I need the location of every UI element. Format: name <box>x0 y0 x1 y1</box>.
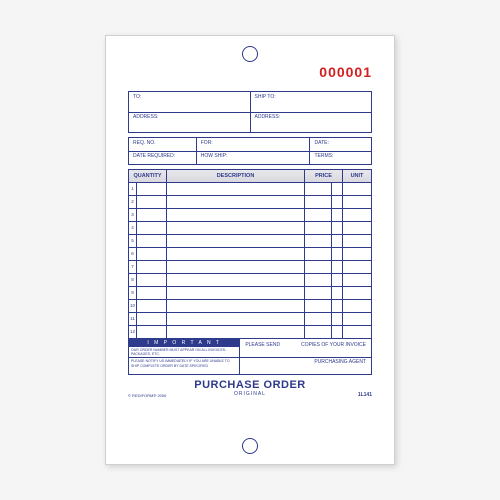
table-header: Quantity Description Price Unit <box>129 170 371 183</box>
address-label-2: ADDRESS: <box>253 113 283 121</box>
footer-left: I M P O R T A N T OUR ORDER NUMBER MUST … <box>129 339 240 374</box>
for-label: FOR: <box>199 139 215 147</box>
line-items-table: Quantity Description Price Unit 12345678… <box>128 169 372 339</box>
date-required-label: DATE REQUIRED: <box>131 152 177 160</box>
table-row[interactable]: 11 <box>129 313 371 326</box>
table-row[interactable]: 1 <box>129 183 371 196</box>
important-bar: I M P O R T A N T <box>129 339 239 347</box>
terms-cell[interactable]: TERMS: <box>311 151 372 164</box>
copyright: © REDIFORM® 2006 <box>128 393 166 398</box>
to-label: TO: <box>131 93 143 101</box>
table-row[interactable]: 9 <box>129 287 371 300</box>
fine-print-1: OUR ORDER NUMBER MUST APPEAR ON ALL INVO… <box>129 347 239 357</box>
purchasing-agent-label: PURCHASING AGENT <box>312 358 368 366</box>
date-required-cell[interactable]: DATE REQUIRED: <box>129 151 197 164</box>
copies-label: COPIES OF YOUR INVOICE <box>299 341 368 349</box>
col-description: Description <box>167 170 305 182</box>
ship-to-cell[interactable]: SHIP TO: ADDRESS: <box>250 91 373 133</box>
date-cell[interactable]: DATE: <box>311 138 372 151</box>
table-row[interactable]: 4 <box>129 222 371 235</box>
form-title: PURCHASE ORDER <box>128 379 372 391</box>
to-cell[interactable]: TO: ADDRESS: <box>128 91 250 133</box>
address-block: TO: ADDRESS: SHIP TO: ADDRESS: <box>128 91 372 133</box>
ship-to-label: SHIP TO: <box>253 93 278 101</box>
table-row[interactable]: 5 <box>129 235 371 248</box>
footer-right: PLEASE SEND COPIES OF YOUR INVOICE PURCH… <box>240 339 371 374</box>
fine-print-2: PLEASE NOTIFY US IMMEDIATELY IF YOU ARE … <box>129 357 239 368</box>
punch-hole-top <box>242 46 258 62</box>
purchase-order-form: 000001 TO: ADDRESS: SHIP TO: ADDRESS: RE… <box>105 35 395 465</box>
footer-block: I M P O R T A N T OUR ORDER NUMBER MUST … <box>128 339 372 375</box>
title-block: PURCHASE ORDER ORIGINAL © REDIFORM® 2006… <box>128 379 372 397</box>
form-code: 1L141 <box>358 392 372 398</box>
form-content: TO: ADDRESS: SHIP TO: ADDRESS: REQ. NO. … <box>128 91 372 424</box>
how-ship-cell[interactable]: HOW SHIP: <box>197 151 311 164</box>
how-ship-label: HOW SHIP: <box>199 152 230 160</box>
terms-label: TERMS: <box>313 152 336 160</box>
table-body: 123456789101112 <box>129 183 371 338</box>
table-row[interactable]: 10 <box>129 300 371 313</box>
table-row[interactable]: 6 <box>129 248 371 261</box>
req-no-label: REQ. NO. <box>131 139 158 147</box>
table-row[interactable]: 2 <box>129 196 371 209</box>
for-cell[interactable]: FOR: <box>197 138 311 151</box>
form-serial-number: 000001 <box>319 64 372 80</box>
table-row[interactable]: 7 <box>129 261 371 274</box>
req-no-cell[interactable]: REQ. NO. <box>129 138 197 151</box>
punch-hole-bottom <box>242 438 258 454</box>
col-quantity: Quantity <box>129 170 167 182</box>
table-row[interactable]: 12 <box>129 326 371 338</box>
col-price: Price <box>305 170 343 182</box>
table-row[interactable]: 3 <box>129 209 371 222</box>
table-row[interactable]: 8 <box>129 274 371 287</box>
date-label: DATE: <box>313 139 331 147</box>
col-unit: Unit <box>343 170 371 182</box>
please-send-label: PLEASE SEND <box>243 341 282 349</box>
meta-block: REQ. NO. FOR: DATE: DATE REQUIRED: HOW S… <box>128 137 372 165</box>
address-label-1: ADDRESS: <box>131 113 161 121</box>
